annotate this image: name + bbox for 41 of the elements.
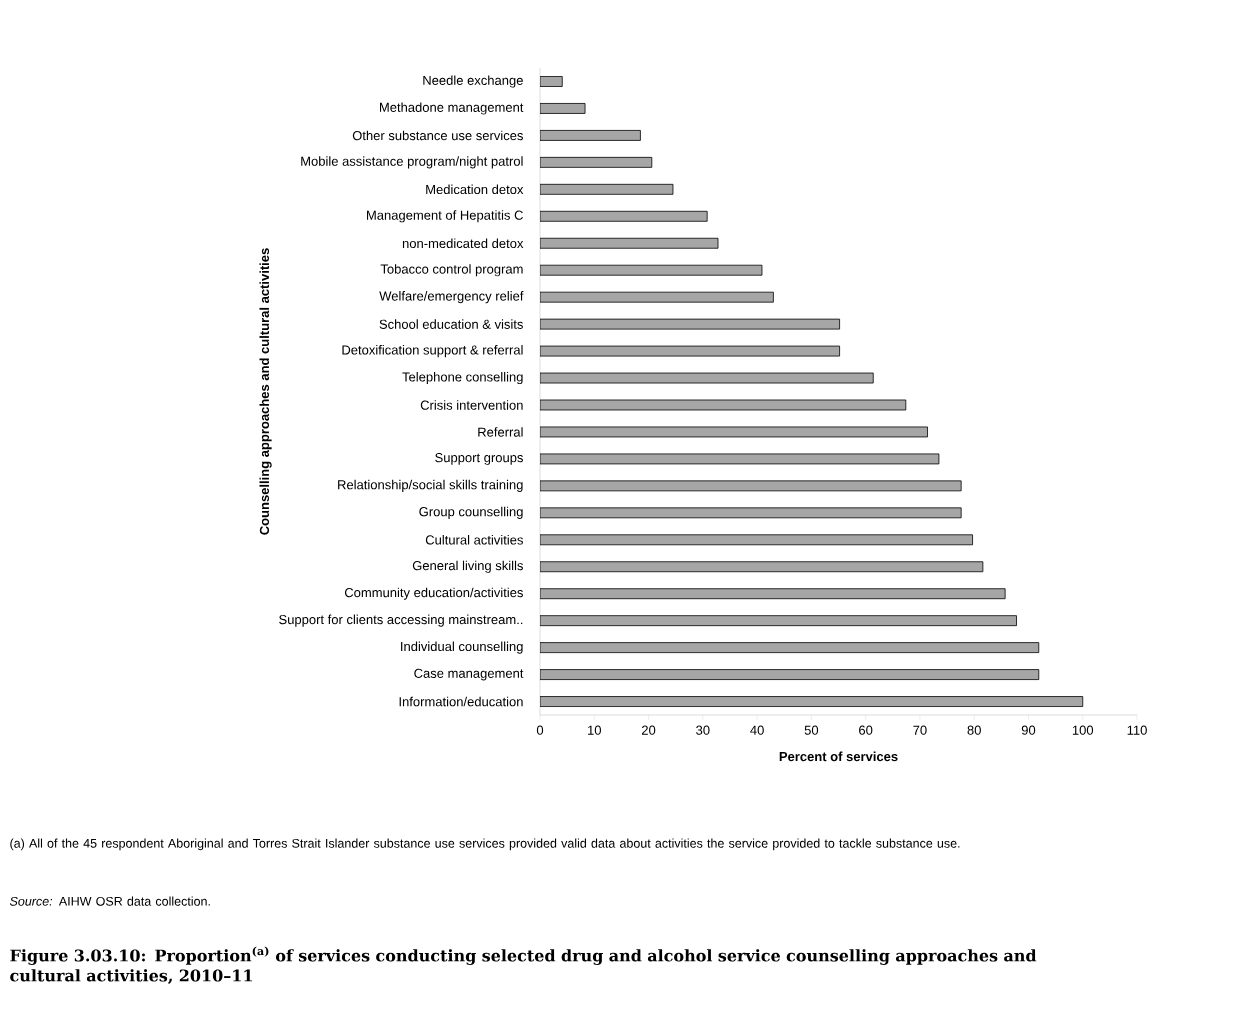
y-tick-label: Methadone management bbox=[380, 102, 524, 115]
x-tick-label: 0 bbox=[536, 725, 544, 735]
x-axis-title: Percent of services bbox=[779, 751, 898, 762]
x-tick-label: 110 bbox=[1127, 725, 1147, 735]
y-tick-label: Tobacco control program bbox=[380, 264, 523, 277]
x-tick-label: 20 bbox=[641, 725, 656, 735]
y-tick-label: School education & visits bbox=[379, 319, 523, 329]
y-tick-label: Management of Hepatitis C bbox=[367, 210, 523, 223]
y-tick-label: Relationship/social skills training bbox=[338, 479, 523, 492]
y-tick-label: Referral bbox=[478, 427, 523, 437]
y-tick-label: Medication detox bbox=[426, 184, 524, 195]
text: (a) All of the 45 respondent Aboriginal and Torres Strait Islander substance use services provided valid data about activities the service provided to tackle substance use. bbox=[10, 838, 960, 851]
x-tick-label: 40 bbox=[750, 725, 764, 735]
y-axis-title: Counselling approaches and cultural activities bbox=[259, 248, 272, 535]
y-tick-label: Needle exchange bbox=[423, 75, 523, 88]
x-tick-label: 30 bbox=[696, 725, 710, 735]
y-tick-label: Individual counselling bbox=[401, 641, 523, 654]
chart-title: Figure 3.03.10: Proportion$^{(a)}$ of services conducting selected drug and alcohol service counselling approaches and cultural activities, 2010–11 bbox=[10, 946, 1037, 984]
x-tick-label: 10 bbox=[588, 725, 602, 735]
x-tick-label: 60 bbox=[859, 725, 873, 735]
y-tick-label: Detoxification support & referral bbox=[342, 345, 523, 358]
y-tick-label: Cultural activities bbox=[425, 535, 523, 545]
y-tick-label: Other substance use services bbox=[352, 130, 523, 141]
y-tick-label: Telephone conselling bbox=[402, 371, 523, 385]
y-tick-label: Mobile assistance program/night patrol bbox=[301, 156, 523, 169]
x-tick-label: 100 bbox=[1072, 725, 1094, 735]
x-tick-label: 70 bbox=[913, 725, 927, 735]
y-tick-label: Community education/activities bbox=[344, 587, 523, 600]
x-tick-label: 90 bbox=[1021, 725, 1036, 735]
y-tick-label: non-medicated detox bbox=[402, 238, 524, 249]
y-tick-label: Welfare/emergency relief bbox=[379, 291, 524, 304]
y-tick-label: Group counselling bbox=[419, 506, 523, 519]
y-tick-label: Support for clients accessing mainstream.. bbox=[279, 614, 523, 627]
y-tick-label: Case management bbox=[414, 668, 524, 681]
x-tick-label: 80 bbox=[967, 725, 981, 735]
y-tick-label: General living skills bbox=[412, 560, 523, 573]
text: Source: AIHW OSR data collection. bbox=[9, 896, 210, 906]
y-tick-label: Support groups bbox=[435, 453, 523, 465]
y-tick-label: Information/education bbox=[399, 696, 523, 707]
y-tick-label: Crisis intervention bbox=[420, 400, 523, 410]
x-tick-label: 50 bbox=[804, 725, 819, 735]
